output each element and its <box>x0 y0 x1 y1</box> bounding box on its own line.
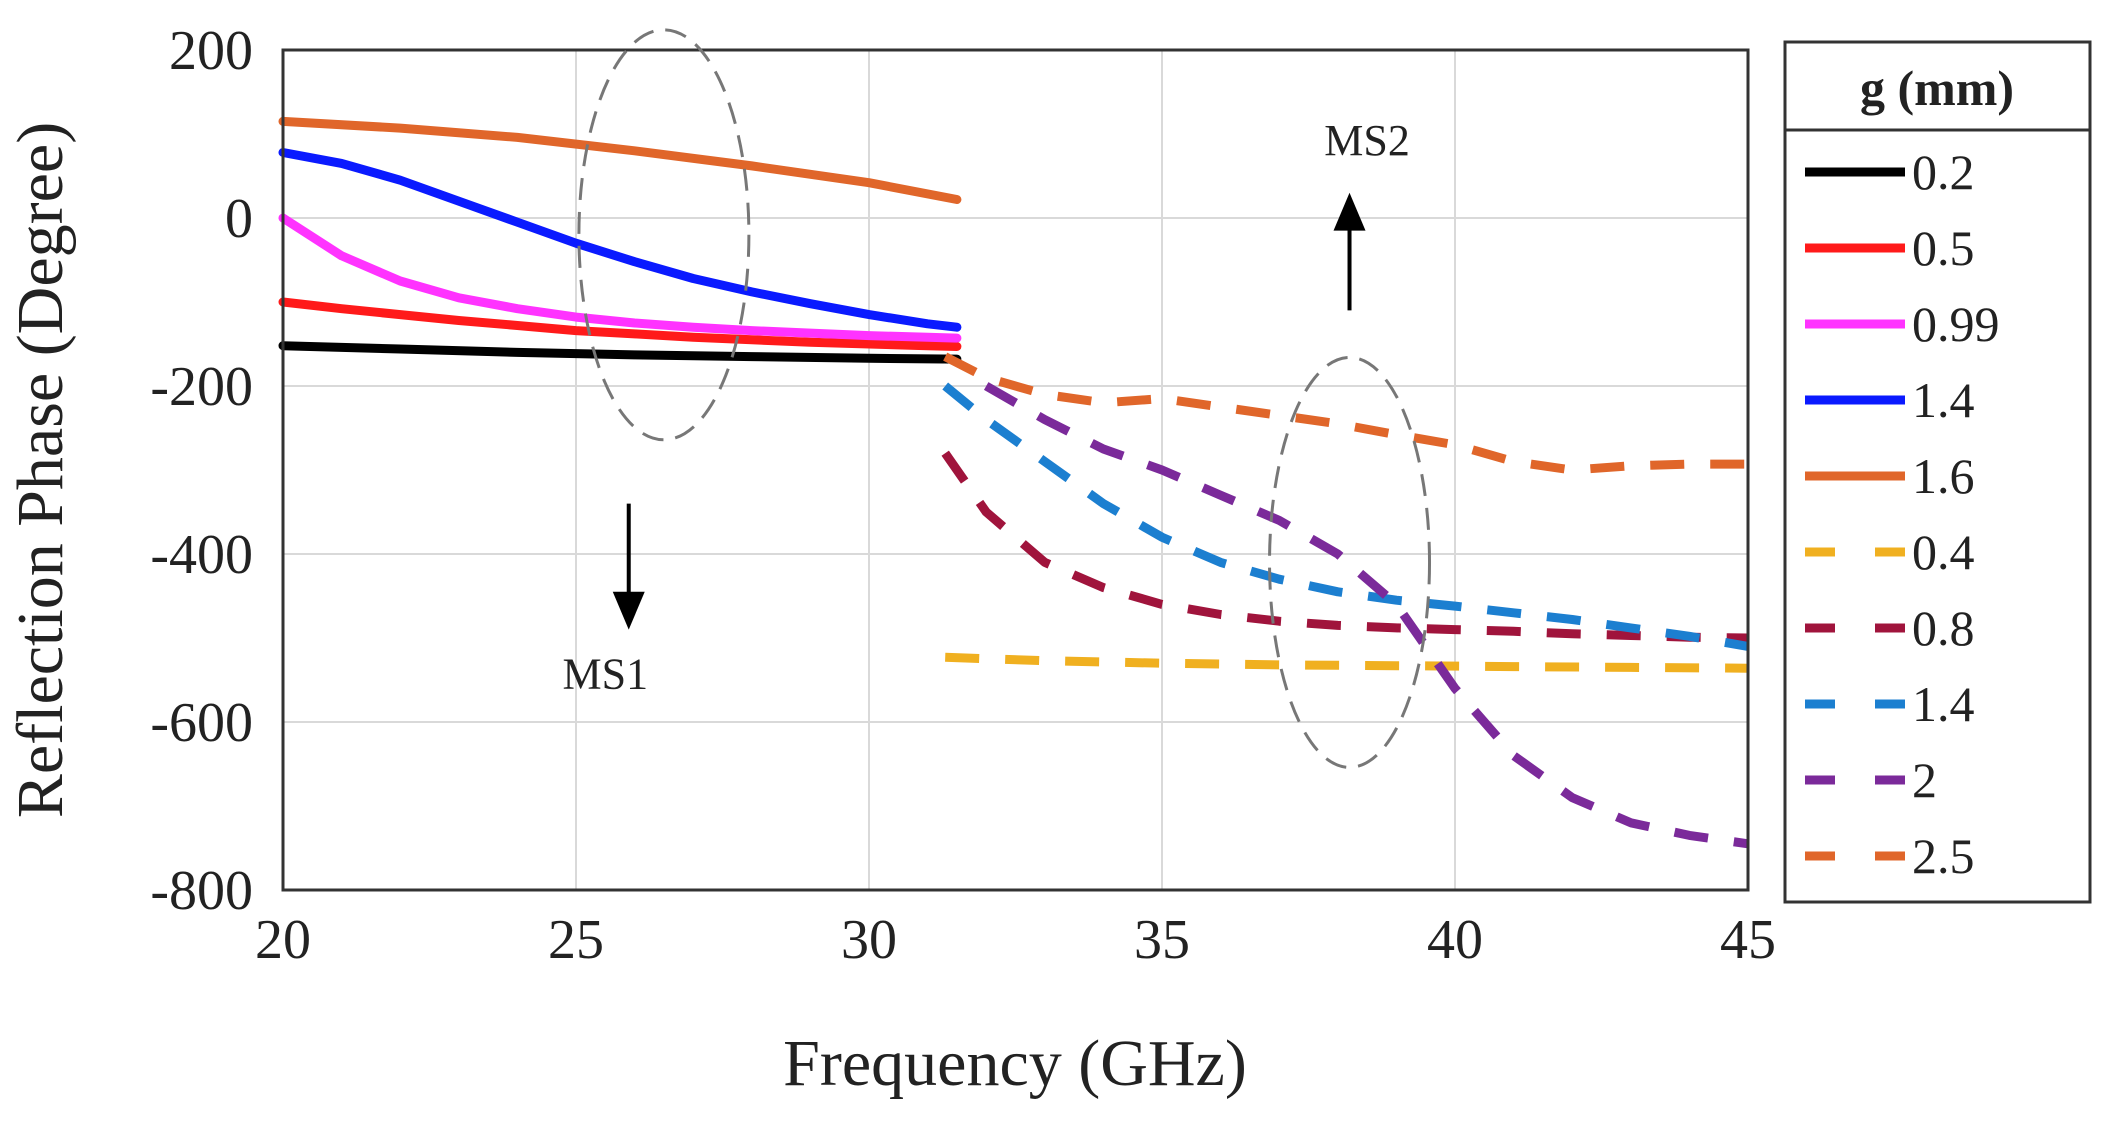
ms2-group-ellipse <box>1268 355 1432 769</box>
legend-label: 0.4 <box>1912 524 1975 580</box>
legend-label: 2 <box>1912 752 1937 808</box>
legend-label: 0.99 <box>1912 296 2000 352</box>
legend: g (mm) 0.2 0.5 0.99 1.4 1.6 0.4 0.8 1.4 2 2.5 <box>1783 40 2092 904</box>
y-tick-label: 200 <box>169 20 253 82</box>
legend-items: 0.2 0.5 0.99 1.4 1.6 0.4 0.8 1.4 2 2.5 <box>1805 144 2000 884</box>
series-line-ms1-g-1_6 <box>278 116 962 204</box>
series-line-ms2-g-2 <box>983 382 1749 849</box>
annotations: MS1 MS2 <box>563 28 1432 769</box>
ms1-label: MS1 <box>563 649 649 698</box>
axis-ticks: 20 25 30 35 40 45 200 0 -200 -400 -600 -800 <box>150 20 1776 971</box>
legend-label: 0.8 <box>1912 600 1975 656</box>
x-tick-label: 30 <box>841 909 897 971</box>
legend-label: 1.4 <box>1912 372 1975 428</box>
series-line-ms2-g-0_4 <box>945 652 1749 673</box>
series-line-ms1-g-0_2 <box>278 341 962 364</box>
ms2-arrow-head <box>1333 192 1366 231</box>
legend-label: 2.5 <box>1912 828 1975 884</box>
legend-label: 0.5 <box>1912 220 1975 276</box>
ms1-arrow-head <box>612 591 645 630</box>
series-line-ms2-g-0_8 <box>941 450 1749 643</box>
x-axis-label: Frequency (GHz) <box>783 1027 1247 1100</box>
x-tick-label: 45 <box>1720 909 1776 971</box>
y-axis-label: Reflection Phase (Degree) <box>4 122 77 818</box>
ms2-label: MS2 <box>1324 116 1410 165</box>
x-tick-label: 40 <box>1427 909 1483 971</box>
series-line-ms1-g-1_4 <box>278 148 962 332</box>
plot-background <box>283 50 1748 890</box>
series-layer <box>278 116 1749 849</box>
series-line-ms1-g-0_5 <box>278 297 962 351</box>
x-tick-label: 35 <box>1134 909 1190 971</box>
y-tick-label: -200 <box>150 356 253 418</box>
y-tick-label: -400 <box>150 524 253 586</box>
x-tick-label: 25 <box>548 909 604 971</box>
legend-title: g (mm) <box>1860 60 2014 116</box>
x-tick-label: 20 <box>255 909 311 971</box>
plot-frame <box>281 48 1750 892</box>
legend-label: 0.2 <box>1912 144 1975 200</box>
legend-label: 1.6 <box>1912 448 1975 504</box>
series-line-ms1-g-0_99 <box>278 213 962 343</box>
legend-label: 1.4 <box>1912 676 1975 732</box>
y-tick-label: 0 <box>225 188 253 250</box>
ms1-group-ellipse <box>577 28 751 442</box>
y-tick-label: -800 <box>150 860 253 922</box>
series-line-ms2-g-2_5 <box>943 352 1748 475</box>
series-line-ms2-g-1_4 <box>942 382 1749 651</box>
y-tick-label: -600 <box>150 692 253 754</box>
